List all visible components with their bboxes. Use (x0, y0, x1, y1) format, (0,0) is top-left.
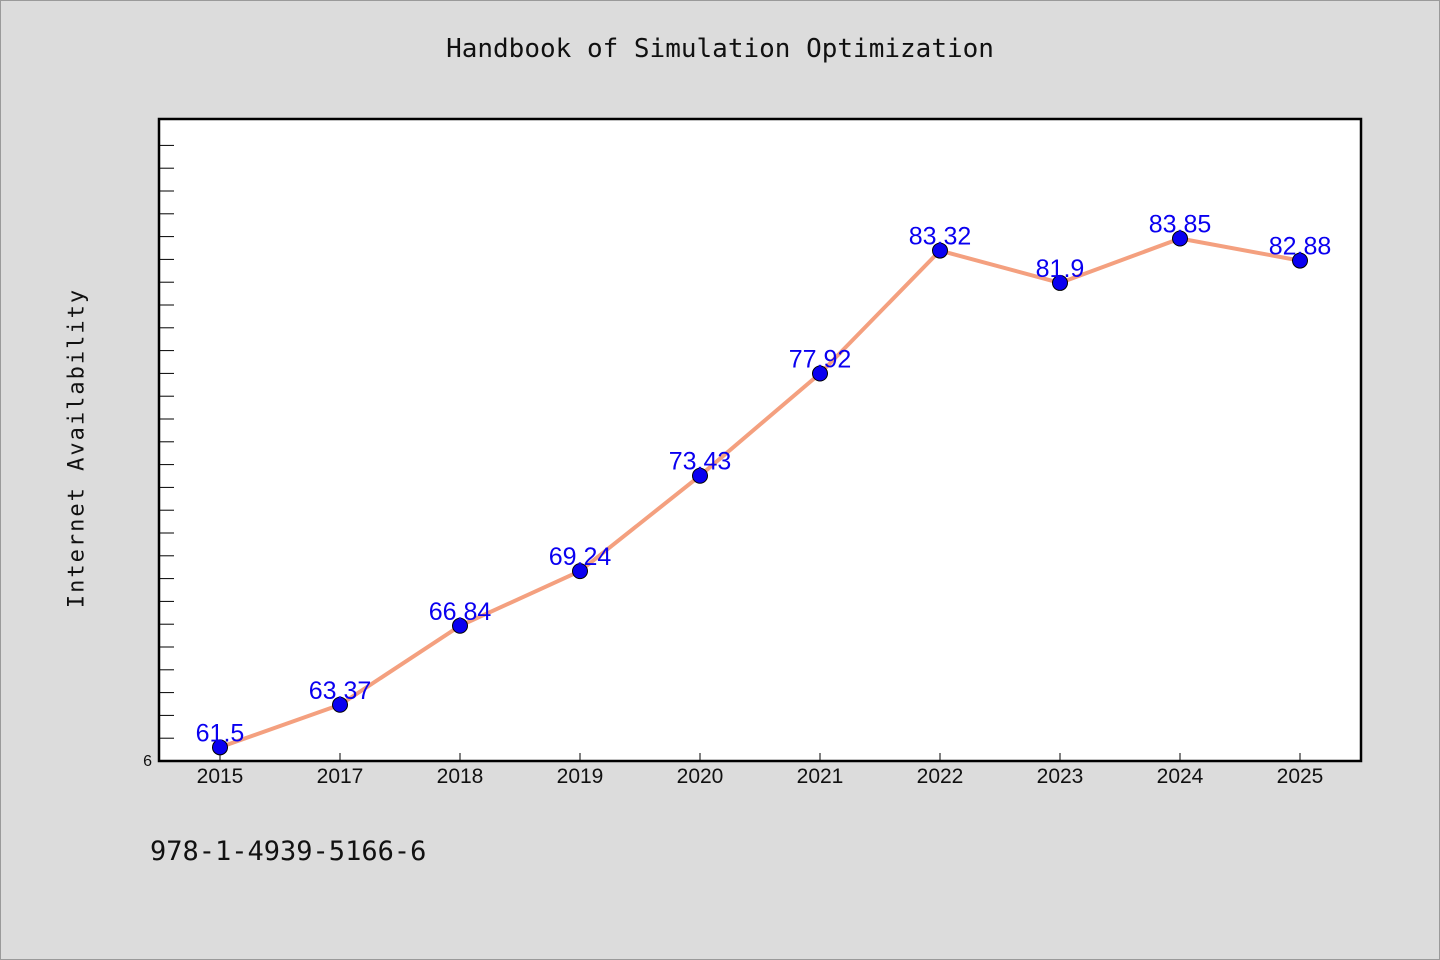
data-point (1172, 230, 1188, 247)
x-tick-label: 2025 (1277, 765, 1324, 788)
data-label: 66.84 (429, 598, 492, 626)
data-label: 82.88 (1269, 233, 1332, 261)
data-label: 69.24 (549, 543, 612, 571)
data-point (212, 739, 228, 756)
data-label: 63.37 (309, 677, 372, 705)
data-point (332, 696, 348, 713)
x-tick-label: 2021 (797, 765, 844, 788)
x-tick-label: 2018 (437, 765, 484, 788)
x-tick-label: 2023 (1037, 765, 1084, 788)
chart-title: Handbook of Simulation Optimization (446, 34, 994, 64)
x-tick-label: 2017 (317, 765, 364, 788)
x-axis: 2015 2017 2018 2019 2020 2021 2022 2023 2024 2025 (197, 753, 1324, 788)
data-points (212, 230, 1308, 756)
y-axis-ticks (159, 144, 174, 762)
data-label: 61.5 (196, 719, 245, 747)
data-labels: 61.5 63.37 66.84 69.24 73.43 77.92 83.32 81.9 83… (196, 211, 1332, 748)
y-tick-label: 6 (143, 753, 152, 770)
data-point (1052, 274, 1068, 291)
data-point (932, 242, 948, 259)
data-point (572, 563, 588, 580)
data-point (452, 617, 468, 634)
x-tick-label: 2020 (677, 765, 724, 788)
x-tick-label: 2022 (917, 765, 964, 788)
plot-area (157, 117, 1363, 763)
x-tick-label: 2019 (557, 765, 604, 788)
data-point (692, 467, 708, 484)
data-label: 83.32 (909, 223, 972, 251)
data-label: 83.85 (1149, 211, 1212, 239)
x-tick-label: 2024 (1157, 765, 1204, 788)
data-point (1292, 252, 1308, 269)
x-tick-label: 2015 (197, 765, 244, 788)
data-label: 73.43 (669, 448, 732, 476)
data-label: 81.9 (1036, 255, 1085, 283)
series-line (218, 236, 1302, 750)
data-point (812, 365, 828, 382)
book-identifier: 978-1-4939-5166-6 (150, 836, 427, 867)
data-label: 77.92 (789, 346, 852, 374)
